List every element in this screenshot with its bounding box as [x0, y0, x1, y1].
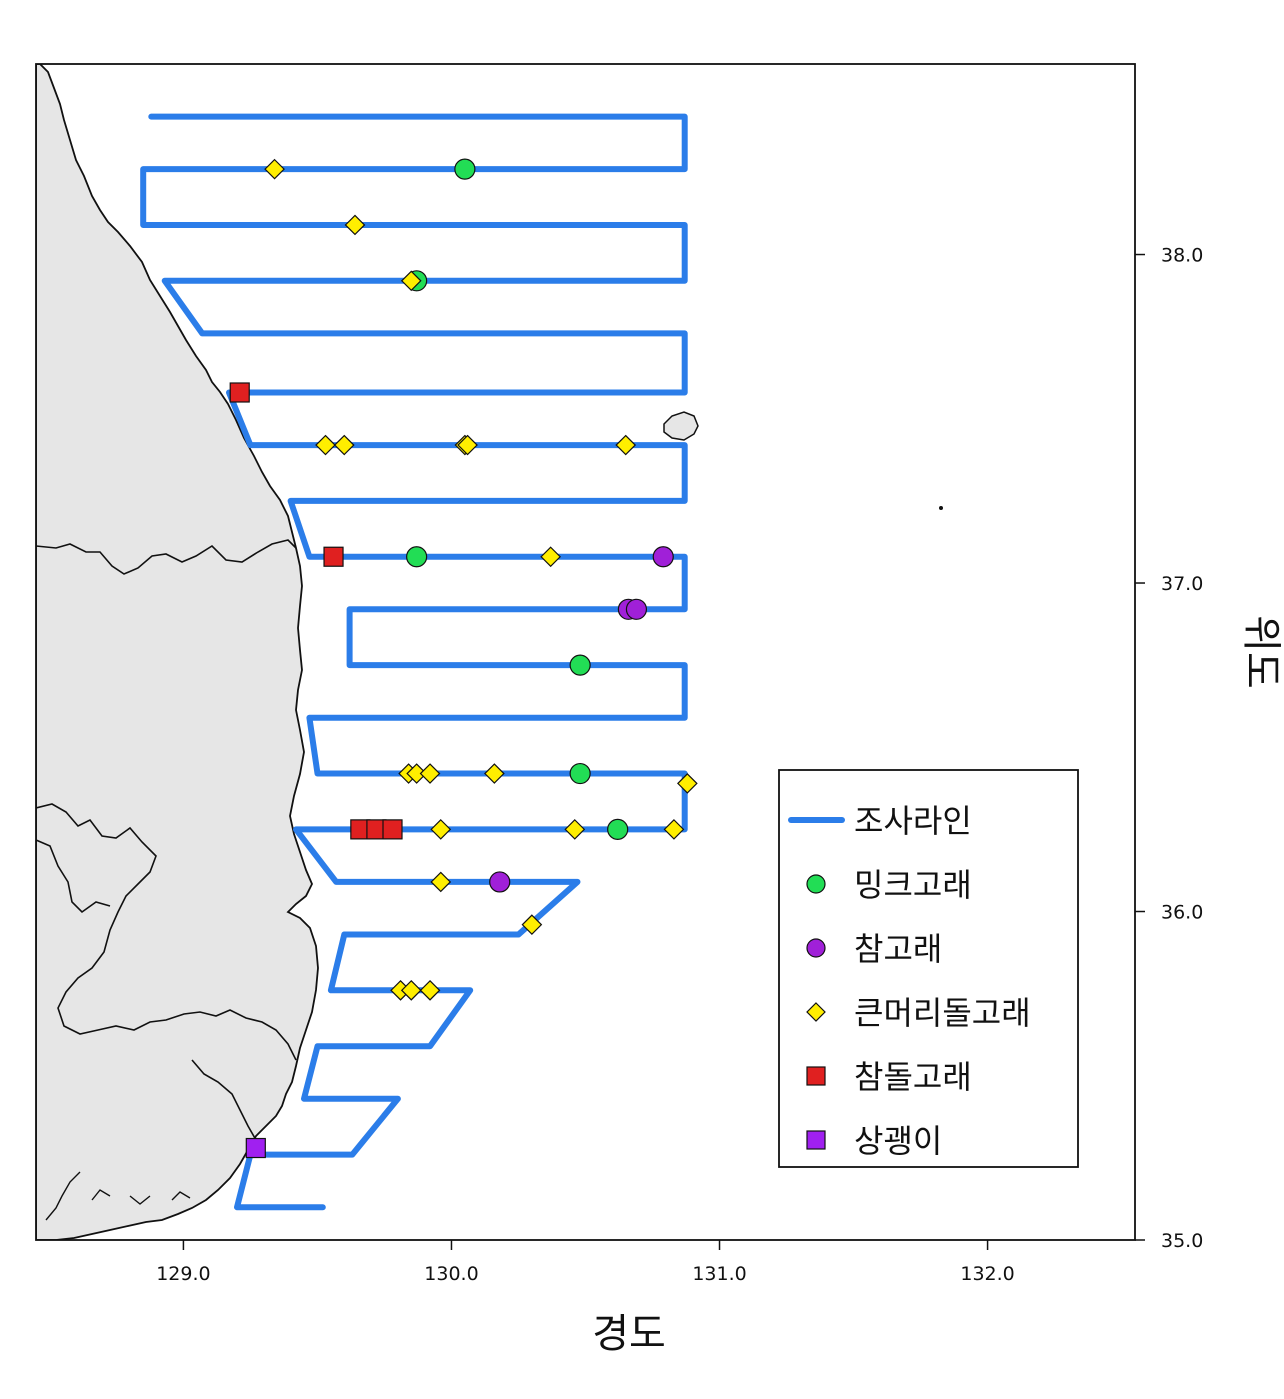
- sighting-harbour-porpoise: [540, 546, 562, 568]
- y-tick-label: 36.0: [1161, 902, 1203, 924]
- y-tick-label: 38.0: [1161, 245, 1203, 267]
- legend-item: 상괭이: [806, 1122, 942, 1160]
- sighting-harbour-porpoise: [315, 434, 336, 456]
- sighting-fin: [625, 598, 648, 620]
- sighting-harbour-porpoise: [457, 434, 478, 456]
- legend-item: 큰머리돌고래: [806, 994, 1031, 1032]
- legend-label: 밍크고래: [854, 866, 972, 904]
- province-boundary: [36, 839, 111, 914]
- land-mass: [36, 64, 319, 1240]
- y-axis: 35.0 36.0 37.0 38.0: [1135, 245, 1203, 1252]
- sighting-harbour-porpoise: [430, 819, 452, 840]
- sighting-dolphin: [229, 382, 250, 403]
- sighting-harbour-porpoise: [615, 434, 637, 456]
- sighting-harbour-porpoise: [663, 819, 685, 840]
- legend-item: 참돌고래: [806, 1058, 972, 1096]
- legend-circle-swatch: [806, 874, 826, 894]
- sighting-minke: [454, 158, 476, 180]
- legend-box: [778, 769, 1079, 1168]
- sighting-minke: [569, 762, 591, 785]
- legend-square-swatch: [806, 1066, 826, 1086]
- sighting-harbour-porpoise: [400, 979, 422, 1001]
- sighting-harbour-porpoise: [484, 763, 505, 784]
- legend-label: 참고래: [854, 930, 942, 968]
- sighting-harbour-porpoise: [400, 270, 422, 292]
- legend-item: 참고래: [806, 930, 942, 968]
- sightings-layer: [229, 158, 698, 1159]
- legend-label: 큰머리돌고래: [854, 994, 1031, 1032]
- coast-islands: [45, 1171, 191, 1221]
- province-boundary: [191, 1059, 257, 1141]
- sighting-harbour-porpoise: [419, 979, 441, 1001]
- x-tick-label: 129.0: [156, 1263, 210, 1285]
- sighting-minke: [406, 546, 428, 568]
- plot-frame: [35, 63, 1136, 1241]
- x-tick-label: 132.0: [960, 1263, 1014, 1285]
- sighting-harbour-porpoise: [344, 214, 366, 236]
- sighting-harbour-porpoise: [521, 914, 543, 935]
- legend-label: 상괭이: [854, 1122, 942, 1160]
- legend-label: 참돌고래: [854, 1058, 972, 1096]
- x-axis: 129.0 130.0 131.0 132.0: [156, 1240, 1015, 1285]
- legend-item: 밍크고래: [806, 866, 972, 904]
- legend-label: 조사라인: [854, 802, 972, 840]
- y-tick-label: 37.0: [1161, 573, 1203, 595]
- sighting-fin: [652, 546, 674, 568]
- legend-circle-swatch: [806, 938, 826, 958]
- sighting-minke: [569, 654, 591, 676]
- island-dokdo: [939, 506, 943, 510]
- sighting-dolphin: [382, 819, 403, 840]
- province-boundary: [36, 539, 297, 575]
- island-ulleungdo: [663, 411, 699, 441]
- survey-track-line: [140, 113, 688, 1211]
- x-axis-label: 경도: [592, 1311, 666, 1357]
- province-boundary: [36, 803, 297, 1061]
- sighting-humpback: [245, 1137, 266, 1159]
- sighting-harbour-porpoise: [264, 158, 285, 180]
- legend-item: 조사라인: [788, 802, 972, 840]
- legend-square-swatch: [806, 1130, 826, 1150]
- sighting-harbour-porpoise: [419, 763, 441, 784]
- legend-diamond-swatch: [806, 1002, 826, 1022]
- sighting-harbour-porpoise: [677, 773, 698, 794]
- x-tick-label: 130.0: [424, 1263, 478, 1285]
- sighting-harbour-porpoise: [333, 434, 355, 456]
- sighting-dolphin: [323, 546, 344, 567]
- y-axis-label: 위도: [1238, 615, 1284, 689]
- sighting-harbour-porpoise: [564, 819, 586, 840]
- sighting-minke: [607, 818, 629, 840]
- sighting-fin: [489, 871, 511, 893]
- x-tick-label: 131.0: [692, 1263, 746, 1285]
- y-tick-label: 35.0: [1161, 1230, 1203, 1252]
- sighting-harbour-porpoise: [430, 871, 452, 893]
